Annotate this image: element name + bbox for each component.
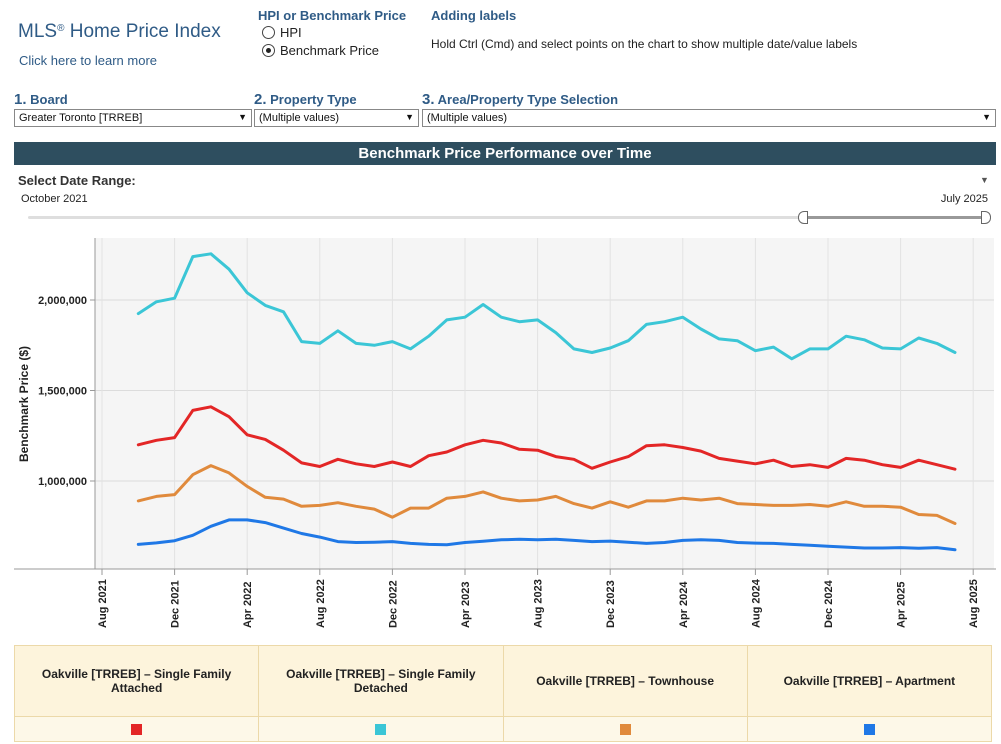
board-filter: 1. Board Greater Toronto [TRREB] ▼ — [14, 91, 252, 127]
legend-item-attached[interactable]: Oakville [TRREB] – Single Family Attache… — [15, 646, 260, 741]
hpi-benchmark-toggle: HPI or Benchmark Price HPI Benchmark Pri… — [258, 8, 406, 59]
series-line-3[interactable] — [136, 518, 957, 552]
x-tick-label: Apr 2022 — [242, 582, 254, 628]
radio-hpi-circle[interactable] — [262, 25, 275, 39]
board-select[interactable]: Greater Toronto [TRREB] ▼ — [14, 109, 252, 127]
x-tick-label: Dec 2024 — [823, 579, 835, 628]
property-type-select-value: (Multiple values) — [259, 112, 340, 124]
property-type-filter-label: Property Type — [270, 92, 357, 107]
y-tick-label: 1,000,000 — [38, 476, 87, 488]
x-tick-label: Apr 2025 — [896, 582, 908, 628]
y-axis-label: Benchmark Price ($) — [17, 346, 31, 462]
date-range-end: July 2025 — [940, 193, 988, 205]
date-range-label: Select Date Range: — [18, 173, 136, 188]
series-line-1[interactable] — [136, 252, 957, 361]
chevron-down-icon: ▼ — [982, 112, 991, 122]
plot-area[interactable] — [95, 238, 994, 569]
legend-swatch-detached — [375, 723, 387, 735]
property-type-select[interactable]: (Multiple values) ▼ — [254, 109, 419, 127]
radio-hpi[interactable]: HPI — [262, 23, 406, 41]
date-range-start: October 2021 — [21, 193, 88, 205]
learn-more-link[interactable]: Click here to learn more — [19, 53, 157, 68]
x-tick-label: Dec 2023 — [605, 580, 617, 628]
chevron-down-icon: ▼ — [238, 112, 247, 122]
radio-benchmark-label: Benchmark Price — [280, 42, 379, 58]
legend-swatch-apartment — [863, 723, 875, 735]
area-select[interactable]: (Multiple values) ▼ — [422, 109, 996, 127]
date-range-menu-icon[interactable]: ▼ — [980, 175, 989, 185]
area-filter-number: 3. — [422, 91, 435, 108]
area-filter: 3. Area/Property Type Selection (Multipl… — [422, 91, 996, 127]
legend-swatch-attached — [131, 723, 143, 735]
y-tick-label: 2,000,000 — [38, 295, 87, 307]
legend-label-apartment: Oakville [TRREB] – Apartment — [747, 646, 991, 717]
x-tick-label: Apr 2023 — [460, 582, 472, 628]
adding-labels-title: Adding labels — [431, 8, 517, 23]
x-tick-label: Aug 2021 — [97, 579, 109, 628]
board-filter-label: Board — [30, 92, 68, 107]
benchmark-price-chart[interactable]: 1,000,000 1,500,000 2,000,000 Aug 2021 Dec … — [14, 236, 996, 645]
series-line-2[interactable] — [136, 464, 957, 525]
x-tick-label: Aug 2023 — [533, 579, 545, 628]
chart-banner: Benchmark Price Performance over Time — [14, 142, 996, 165]
date-range-slider-track[interactable] — [28, 216, 986, 219]
chevron-down-icon: ▼ — [405, 112, 414, 122]
x-tick-label: Aug 2025 — [968, 579, 980, 628]
legend-item-detached[interactable]: Oakville [TRREB] – Single Family Detache… — [259, 646, 504, 741]
radio-benchmark-price[interactable]: Benchmark Price — [262, 41, 406, 59]
legend-label-townhouse: Oakville [TRREB] – Townhouse — [503, 646, 747, 717]
area-filter-label: Area/Property Type Selection — [437, 92, 619, 107]
area-select-value: (Multiple values) — [427, 112, 508, 124]
board-filter-number: 1. — [14, 91, 27, 108]
app-title: MLS® Home Price Index — [18, 21, 221, 42]
chart-svg[interactable]: 1,000,000 1,500,000 2,000,000 Aug 2021 Dec … — [14, 236, 996, 640]
y-tick-label: 1,500,000 — [38, 386, 87, 398]
series-line-0[interactable] — [136, 405, 957, 471]
legend-item-apartment[interactable]: Oakville [TRREB] – Apartment — [747, 646, 991, 741]
hpi-toggle-title: HPI or Benchmark Price — [258, 8, 407, 23]
date-range-start-handle[interactable] — [798, 211, 808, 224]
legend-swatch-townhouse — [619, 723, 631, 735]
date-range-slider-fill — [803, 216, 986, 219]
property-type-filter: 2. Property Type (Multiple values) ▼ — [254, 91, 419, 127]
legend: Oakville [TRREB] – Single Family Attache… — [14, 645, 992, 742]
date-range-end-handle[interactable] — [981, 211, 991, 224]
legend-label-detached: Oakville [TRREB] – Single Family Detache… — [259, 646, 503, 717]
x-tick-label: Dec 2021 — [170, 580, 182, 628]
property-type-filter-number: 2. — [254, 91, 267, 108]
x-tick-label: Apr 2024 — [678, 581, 690, 628]
radio-hpi-label: HPI — [280, 24, 302, 40]
legend-item-townhouse[interactable]: Oakville [TRREB] – Townhouse — [503, 646, 748, 741]
x-tick-label: Dec 2022 — [387, 580, 399, 628]
legend-label-attached: Oakville [TRREB] – Single Family Attache… — [15, 646, 259, 717]
x-tick-label: Aug 2022 — [315, 579, 327, 628]
adding-labels-text: Hold Ctrl (Cmd) and select points on the… — [431, 37, 858, 51]
board-select-value: Greater Toronto [TRREB] — [19, 112, 143, 124]
adding-labels-help: Adding labels Hold Ctrl (Cmd) and select… — [431, 8, 857, 51]
radio-benchmark-circle[interactable] — [262, 43, 275, 57]
x-tick-label: Aug 2024 — [750, 578, 762, 628]
